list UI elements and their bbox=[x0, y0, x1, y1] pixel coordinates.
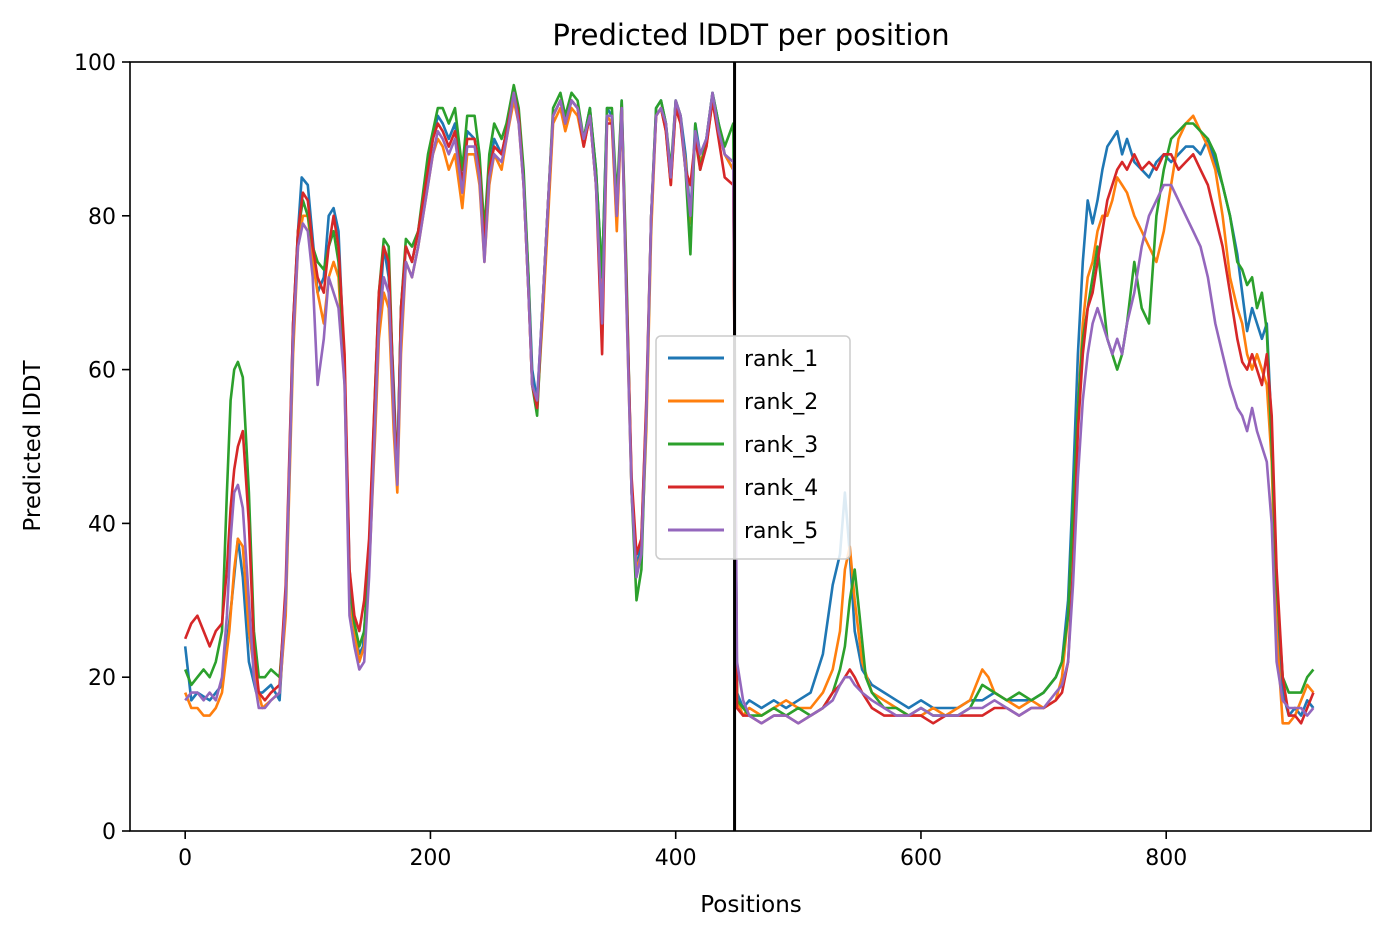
legend-box bbox=[655, 335, 851, 560]
y-tick-label: 40 bbox=[88, 512, 116, 537]
x-tick-label: 400 bbox=[655, 846, 697, 871]
x-tick-label: 600 bbox=[900, 846, 942, 871]
y-tick-label: 80 bbox=[88, 205, 116, 230]
x-axis-label: Positions bbox=[700, 892, 802, 918]
x-tick-label: 0 bbox=[178, 846, 192, 871]
y-tick-label: 20 bbox=[88, 666, 116, 691]
y-axis-label: Predicted lDDT bbox=[20, 359, 46, 531]
x-tick-label: 200 bbox=[409, 846, 451, 871]
axis-ticks: 0 200 400 600 800 0 20 40 60 80 100 bbox=[74, 51, 1187, 871]
legend-label: rank_5 bbox=[744, 519, 818, 544]
y-tick-label: 100 bbox=[74, 51, 116, 76]
series-line-rank-5 bbox=[184, 91, 1315, 725]
y-tick-label: 0 bbox=[102, 820, 116, 845]
legend-label: rank_2 bbox=[744, 390, 818, 415]
chart-title: Predicted lDDT per position bbox=[552, 18, 949, 52]
legend-label: rank_3 bbox=[744, 433, 818, 458]
legend-label: rank_1 bbox=[744, 347, 818, 372]
legend: rank_1 rank_2 rank_3 rank_4 rank_5 bbox=[655, 335, 851, 560]
x-tick-label: 800 bbox=[1145, 846, 1187, 871]
plot-frame bbox=[129, 61, 1372, 832]
y-tick-label: 60 bbox=[88, 359, 116, 384]
legend-label: rank_4 bbox=[744, 476, 818, 501]
